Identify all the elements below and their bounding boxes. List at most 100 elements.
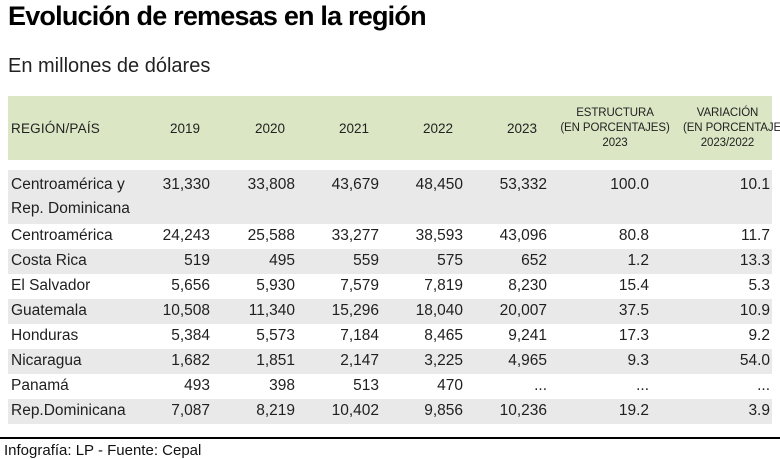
- cell-2023: 53,332: [465, 160, 549, 224]
- cell-variacion: 11.7: [740, 227, 770, 244]
- cell-estructura: 100.0: [549, 160, 671, 224]
- cell-2021: 513: [353, 377, 379, 394]
- cell-estructura: 80.8: [618, 227, 649, 244]
- cell-2019: 10,508: [148, 299, 212, 324]
- footer-divider: [0, 437, 780, 439]
- cell-2023: 9,241: [508, 327, 547, 344]
- cell-2020: 398: [269, 377, 295, 394]
- cell-2023: 652: [465, 249, 549, 274]
- cell-estructura: 9.3: [549, 349, 671, 374]
- cell-variacion: 10.1: [671, 160, 772, 224]
- cell-2020: 5,930: [256, 277, 295, 294]
- variacion-line1: VARIACIÓN: [696, 106, 759, 119]
- cell-2020: 495: [212, 249, 297, 274]
- cell-2019: 519: [148, 249, 212, 274]
- table-row-honduras: Honduras 5,384 5,573 7,184 8,465 9,241 1…: [8, 324, 772, 349]
- cell-estructura: 19.2: [549, 399, 671, 424]
- row-label: Nicaragua: [8, 349, 148, 374]
- cell-variacion: 5.3: [748, 277, 770, 294]
- cell-2021: 15,296: [297, 299, 381, 324]
- cell-estructura: 17.3: [618, 327, 649, 344]
- cell-2020: 5,573: [256, 327, 295, 344]
- cell-2022: 8,465: [424, 327, 463, 344]
- cell-2023: 10,236: [465, 399, 549, 424]
- cell-variacion: ...: [757, 377, 770, 394]
- row-label: El Salvador: [11, 277, 91, 294]
- cell-estructura: 1.2: [549, 249, 671, 274]
- estructura-line2: (EN PORCENTAJES): [560, 121, 670, 134]
- row-label: Rep.Dominicana: [8, 399, 148, 424]
- table-row-rep-dominicana: Rep.Dominicana 7,087 8,219 10,402 9,856 …: [8, 399, 772, 424]
- row-label: Panamá: [11, 377, 69, 394]
- cell-2020: 1,851: [212, 349, 297, 374]
- variacion-line3: 2023/2022: [700, 136, 755, 149]
- row-label: Guatemala: [8, 299, 148, 324]
- table-row-guatemala: Guatemala 10,508 11,340 15,296 18,040 20…: [8, 299, 772, 324]
- cell-2019: 24,243: [162, 227, 210, 244]
- row-label: Centroamérica y Rep. Dominicana: [8, 160, 148, 224]
- cell-2022: 3,225: [381, 349, 465, 374]
- cell-2022: 7,819: [424, 277, 463, 294]
- cell-2019: 1,682: [148, 349, 212, 374]
- column-header-2019: 2019: [148, 96, 212, 165]
- cell-estructura: ...: [636, 377, 649, 394]
- cell-2019: 31,330: [148, 160, 212, 224]
- column-header-2021: 2021: [297, 96, 381, 165]
- cell-2021: 2,147: [297, 349, 381, 374]
- cell-2022: 18,040: [381, 299, 465, 324]
- table-row-costa-rica: Costa Rica 519 495 559 575 652 1.2 13.3: [8, 249, 772, 274]
- cell-2021: 7,184: [340, 327, 379, 344]
- table-body: Centroamérica y Rep. Dominicana 31,330 3…: [8, 160, 772, 424]
- cell-2020: 33,808: [212, 160, 297, 224]
- cell-variacion: 10.9: [671, 299, 772, 324]
- column-header-2023: 2023: [465, 96, 549, 165]
- row-label: Costa Rica: [8, 249, 148, 274]
- cell-2021: 43,679: [297, 160, 381, 224]
- table-row-centroamerica: Centroamérica 24,243 25,588 33,277 38,59…: [8, 224, 772, 249]
- column-header-estructura: ESTRUCTURA (EN PORCENTAJES) 2023: [549, 96, 671, 165]
- table-header: REGIÓN/PAÍS 2019 2020 2021 2022 2023 EST…: [8, 96, 780, 165]
- row-label: Centroamérica: [11, 227, 113, 244]
- footer-credit: Infografía: LP - Fuente: Cepal: [4, 442, 202, 459]
- column-header-2022: 2022: [381, 96, 465, 165]
- column-header-variacion: VARIACIÓN (EN PORCENTAJES) 2023/2022: [671, 96, 780, 165]
- estructura-line3: 2023: [602, 136, 628, 149]
- page-title: Evolución de remesas en la región: [8, 1, 427, 31]
- cell-2019: 5,384: [171, 327, 210, 344]
- cell-2021: 559: [297, 249, 381, 274]
- cell-2019: 5,656: [171, 277, 210, 294]
- cell-variacion: 13.3: [671, 249, 772, 274]
- cell-variacion: 9.2: [748, 327, 770, 344]
- cell-estructura: 15.4: [618, 277, 649, 294]
- cell-estructura: 37.5: [549, 299, 671, 324]
- cell-2022: 48,450: [381, 160, 465, 224]
- cell-2019: 7,087: [148, 399, 212, 424]
- cell-2020: 11,340: [212, 299, 297, 324]
- cell-variacion: 54.0: [671, 349, 772, 374]
- cell-2023: 20,007: [465, 299, 549, 324]
- cell-2022: 9,856: [381, 399, 465, 424]
- column-header-region-pais: REGIÓN/PAÍS: [8, 96, 148, 165]
- cell-2023: 4,965: [465, 349, 549, 374]
- estructura-line1: ESTRUCTURA: [576, 106, 654, 119]
- cell-2022: 575: [381, 249, 465, 274]
- cell-2021: 33,277: [331, 227, 379, 244]
- cell-2021: 7,579: [340, 277, 379, 294]
- cell-2020: 25,588: [247, 227, 295, 244]
- cell-2023: 8,230: [508, 277, 547, 294]
- table-row-el-salvador: El Salvador 5,656 5,930 7,579 7,819 8,23…: [8, 274, 772, 299]
- table-row-nicaragua: Nicaragua 1,682 1,851 2,147 3,225 4,965 …: [8, 349, 772, 374]
- table-row-panama: Panamá 493 398 513 470 ... ... ...: [8, 374, 772, 399]
- cell-variacion: 3.9: [671, 399, 772, 424]
- table-row-centroamerica-rep-dominicana: Centroamérica y Rep. Dominicana 31,330 3…: [8, 160, 772, 224]
- variacion-line2: (EN PORCENTAJES): [683, 121, 780, 134]
- remittances-table: REGIÓN/PAÍS 2019 2020 2021 2022 2023 EST…: [8, 96, 780, 424]
- cell-2020: 8,219: [212, 399, 297, 424]
- page-subtitle: En millones de dólares: [8, 55, 211, 77]
- cell-2019: 493: [184, 377, 210, 394]
- cell-2023: ...: [534, 377, 547, 394]
- cell-2022: 38,593: [415, 227, 463, 244]
- header-row: REGIÓN/PAÍS 2019 2020 2021 2022 2023 EST…: [8, 96, 780, 165]
- cell-2021: 10,402: [297, 399, 381, 424]
